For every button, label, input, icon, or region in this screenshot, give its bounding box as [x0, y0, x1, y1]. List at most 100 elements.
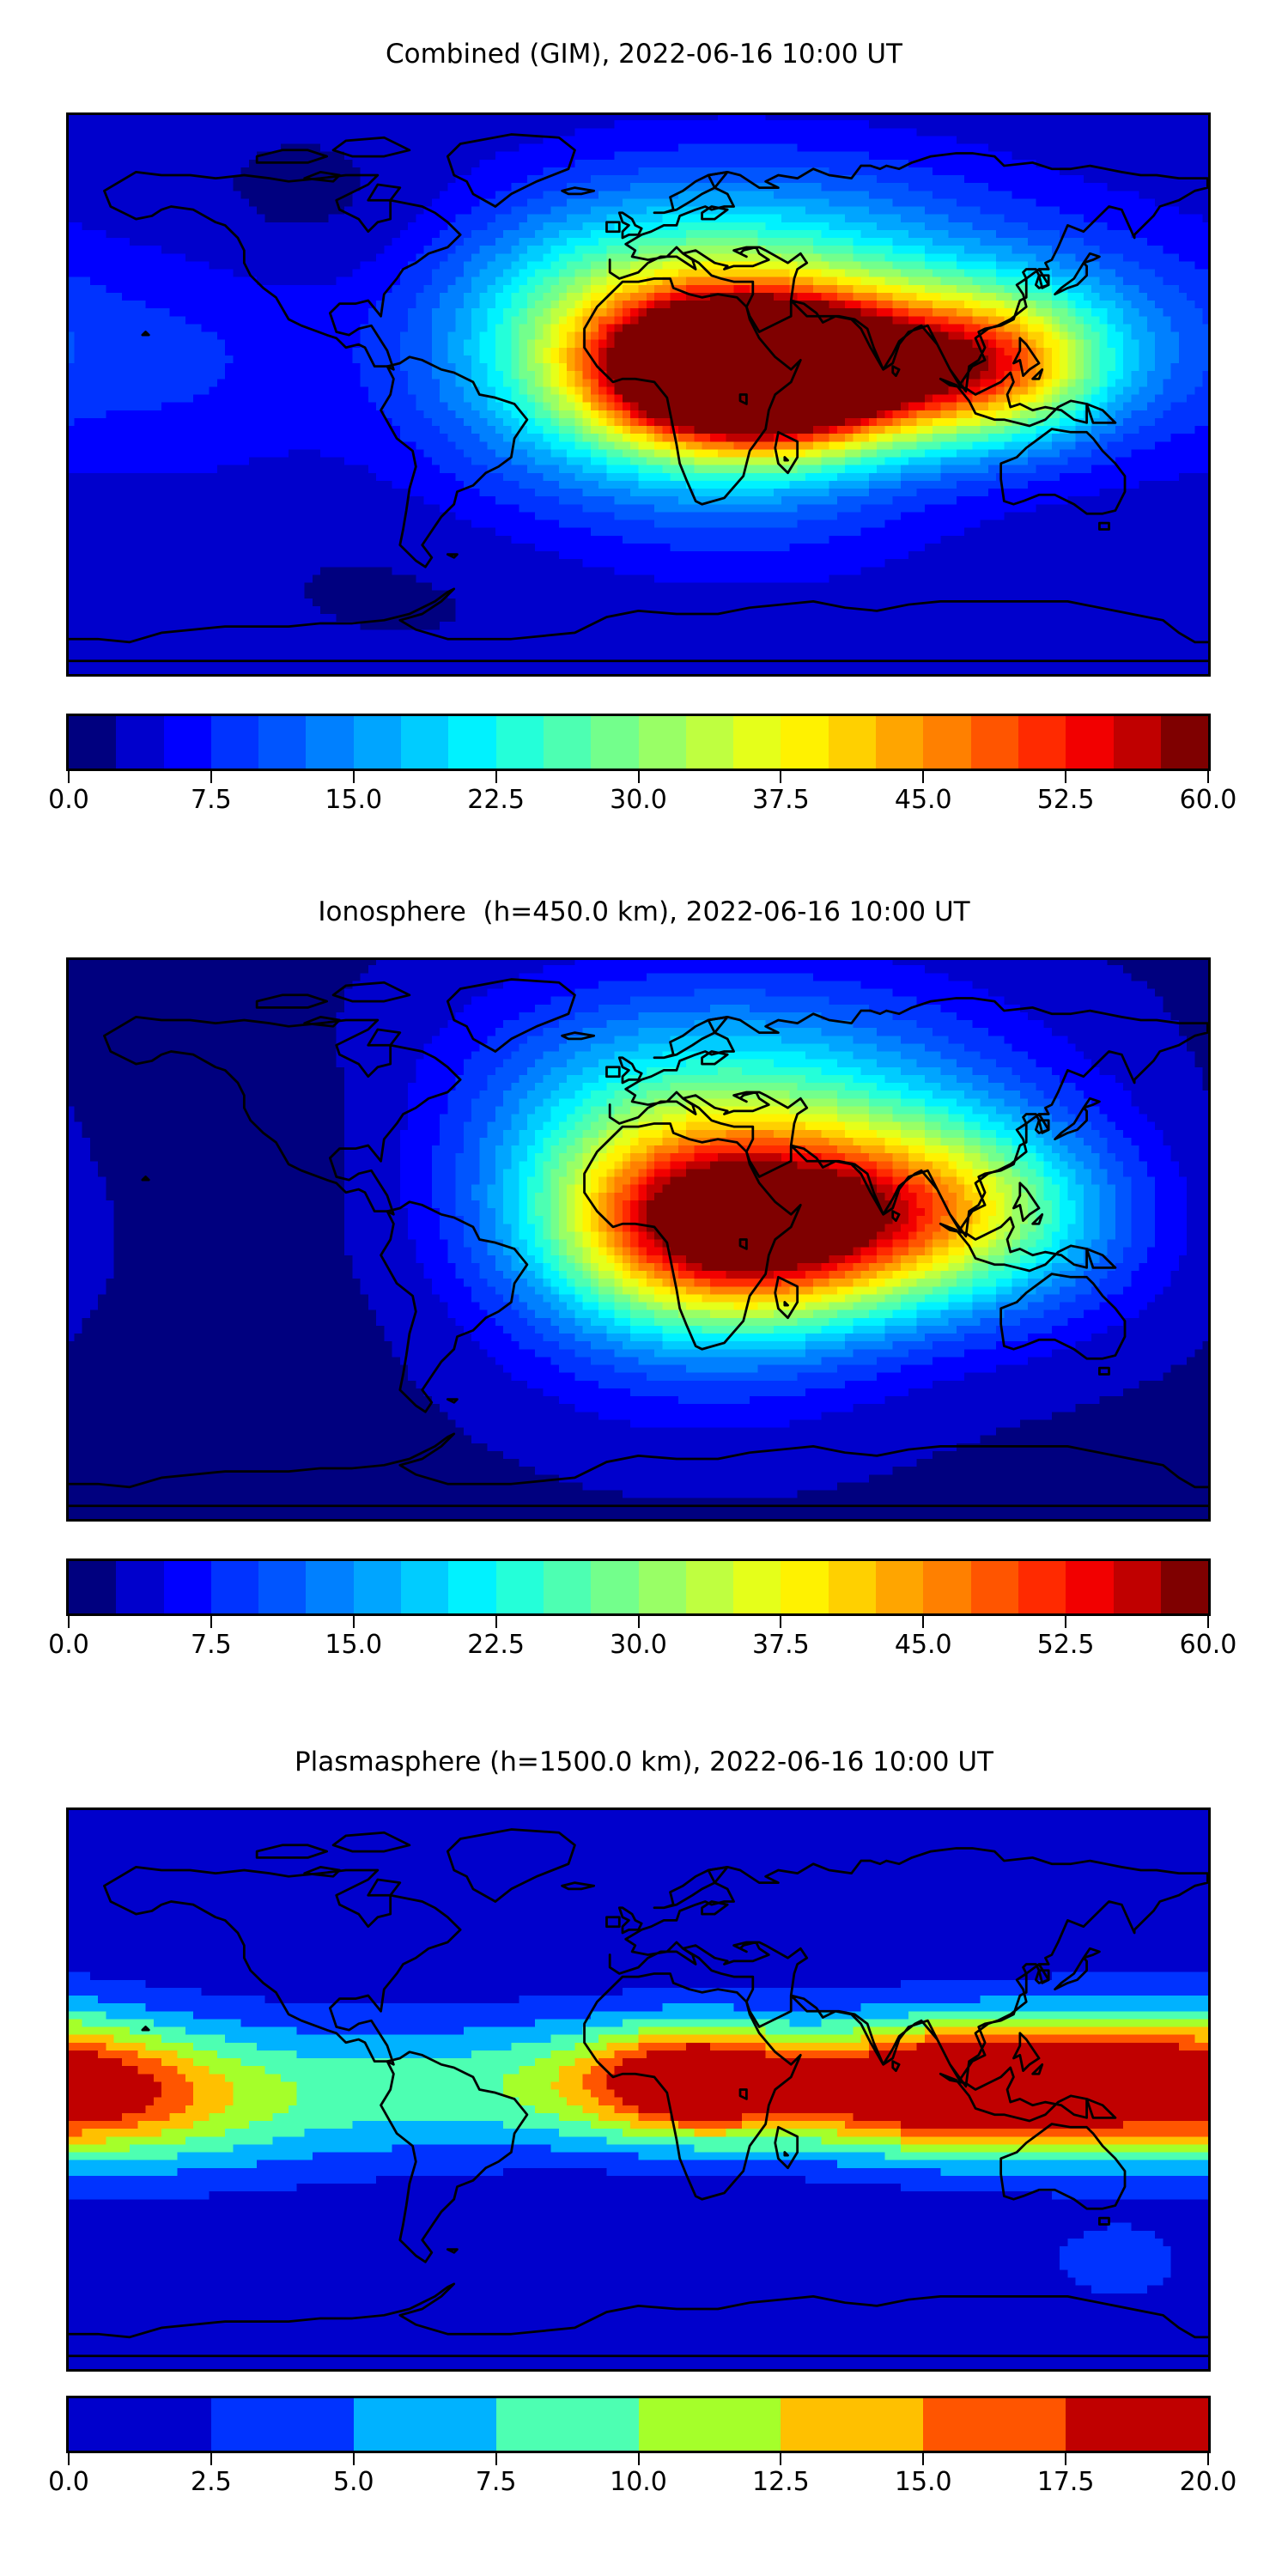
colorbar-band	[876, 716, 924, 769]
colorbar-tick-label: 15.0	[325, 785, 383, 815]
panel-title-ionosphere: Ionosphere (h=450.0 km), 2022-06-16 10:0…	[318, 896, 970, 927]
map-canvas-ionosphere	[66, 957, 1211, 1522]
colorbar-band	[210, 2398, 354, 2451]
colorbar-tick	[210, 771, 212, 783]
colorbar-tick-label: 37.5	[751, 1630, 810, 1660]
colorbar-tick-label: 60.0	[1179, 1630, 1237, 1660]
colorbar-band	[401, 716, 449, 769]
colorbar-plasmasphere	[66, 2396, 1211, 2453]
colorbar-band	[1160, 1561, 1209, 1613]
contour-fill-layer	[66, 112, 1211, 677]
colorbar-tick-label: 17.5	[1036, 2467, 1095, 2497]
colorbar-tick-label: 12.5	[751, 2467, 810, 2497]
colorbar-tick	[1065, 2453, 1067, 2465]
colorbar-band	[591, 716, 639, 769]
colorbar-tick-labels: 0.0 7.5 15.0 22.5 30.0 37.5 45.0 52.5 60.0	[0, 1630, 1288, 1664]
colorbar-tick-label: 52.5	[1036, 785, 1095, 815]
colorbar-tick-labels: 0.0 7.5 15.0 22.5 30.0 37.5 45.0 52.5 60.0	[0, 785, 1288, 819]
colorbar-band	[923, 1561, 971, 1613]
colorbar-tick	[495, 1616, 497, 1628]
panel-plasmasphere: Plasmasphere (h=1500.0 km), 2022-06-16 1…	[0, 1717, 1288, 2576]
colorbar-tick	[922, 1616, 925, 1628]
colorbar-tick-label: 7.5	[475, 2467, 517, 2497]
coastline-layer	[66, 1828, 1211, 2358]
colorbar-band	[69, 716, 117, 769]
colorbar-band	[970, 1561, 1018, 1613]
colorbar-gradient	[66, 1558, 1211, 1616]
map-combined-gim	[66, 112, 1211, 677]
colorbar-band	[495, 716, 544, 769]
colorbar-band	[543, 716, 592, 769]
map-canvas-combined-gim	[66, 112, 1211, 677]
colorbar-tick	[352, 1616, 355, 1628]
panel-title-combined-gim: Combined (GIM), 2022-06-16 10:00 UT	[386, 39, 902, 70]
colorbar-tick	[495, 771, 497, 783]
colorbar-gradient	[66, 2396, 1211, 2453]
colorbar-tick	[352, 2453, 355, 2465]
colorbar-band	[495, 2398, 639, 2451]
colorbar-band	[353, 2398, 496, 2451]
colorbar-tick	[637, 1616, 640, 1628]
map-frame	[66, 112, 1211, 677]
colorbar-band	[781, 1561, 829, 1613]
colorbar-tick-label: 10.0	[610, 2467, 667, 2497]
panel-combined-gim: Combined (GIM), 2022-06-16 10:00 UT 0.0 7…	[0, 0, 1288, 859]
colorbar-band	[638, 2398, 781, 2451]
colorbar-tick	[210, 2453, 212, 2465]
colorbar-tick	[780, 2453, 782, 2465]
colorbar-tick-label: 22.5	[467, 1630, 526, 1660]
colorbar-combined-gim	[66, 714, 1211, 771]
colorbar-tick-label: 30.0	[610, 1630, 667, 1660]
colorbar-band	[306, 1561, 354, 1613]
colorbar-tick-label: 52.5	[1036, 1630, 1095, 1660]
colorbar-band	[116, 716, 164, 769]
colorbar-tick-label: 37.5	[751, 785, 810, 815]
colorbar-band	[163, 716, 211, 769]
colorbar-tick	[922, 2453, 925, 2465]
colorbar-band	[1160, 716, 1209, 769]
colorbar-tick-label: 2.5	[191, 2467, 232, 2497]
colorbar-band	[1066, 2398, 1208, 2451]
colorbar-tick-label: 15.0	[325, 1630, 383, 1660]
colorbar-tick	[68, 771, 70, 783]
colorbar-band	[210, 716, 259, 769]
colorbar-tick	[637, 2453, 640, 2465]
map-frame	[66, 957, 1211, 1522]
colorbar-band	[116, 1561, 164, 1613]
colorbar-band	[448, 716, 496, 769]
contour-fill-layer	[66, 957, 1211, 1522]
colorbar-band	[258, 1561, 307, 1613]
colorbar-band	[781, 716, 829, 769]
panel-ionosphere: Ionosphere (h=450.0 km), 2022-06-16 10:0…	[0, 859, 1288, 1717]
map-frame	[66, 1807, 1211, 2372]
colorbar-tick-label: 7.5	[191, 1630, 232, 1660]
colorbar-band	[1066, 1561, 1114, 1613]
colorbar-band	[495, 1561, 544, 1613]
colorbar-band	[210, 1561, 259, 1613]
colorbar-tick	[352, 771, 355, 783]
colorbar-tick	[495, 2453, 497, 2465]
colorbar-band	[69, 1561, 117, 1613]
colorbar-band	[828, 716, 877, 769]
map-plasmasphere	[66, 1807, 1211, 2372]
colorbar-tick-label: 22.5	[467, 785, 526, 815]
colorbar-tick-label: 15.0	[894, 2467, 952, 2497]
colorbar-tick-label: 5.0	[332, 2467, 374, 2497]
colorbar-band	[828, 1561, 877, 1613]
colorbar-ticks	[66, 1616, 1211, 1628]
colorbar-band	[1066, 716, 1114, 769]
colorbar-tick	[780, 1616, 782, 1628]
colorbar-band	[69, 2398, 211, 2451]
colorbar-tick	[922, 771, 925, 783]
colorbar-band	[638, 716, 686, 769]
colorbar-tick	[210, 1616, 212, 1628]
colorbar-tick	[1207, 771, 1209, 783]
colorbar-band	[923, 2398, 1066, 2451]
map-ionosphere	[66, 957, 1211, 1522]
colorbar-tick	[780, 771, 782, 783]
colorbar-band	[923, 716, 971, 769]
colorbar-tick	[637, 771, 640, 783]
colorbar-band	[163, 1561, 211, 1613]
map-canvas-plasmasphere	[66, 1807, 1211, 2372]
